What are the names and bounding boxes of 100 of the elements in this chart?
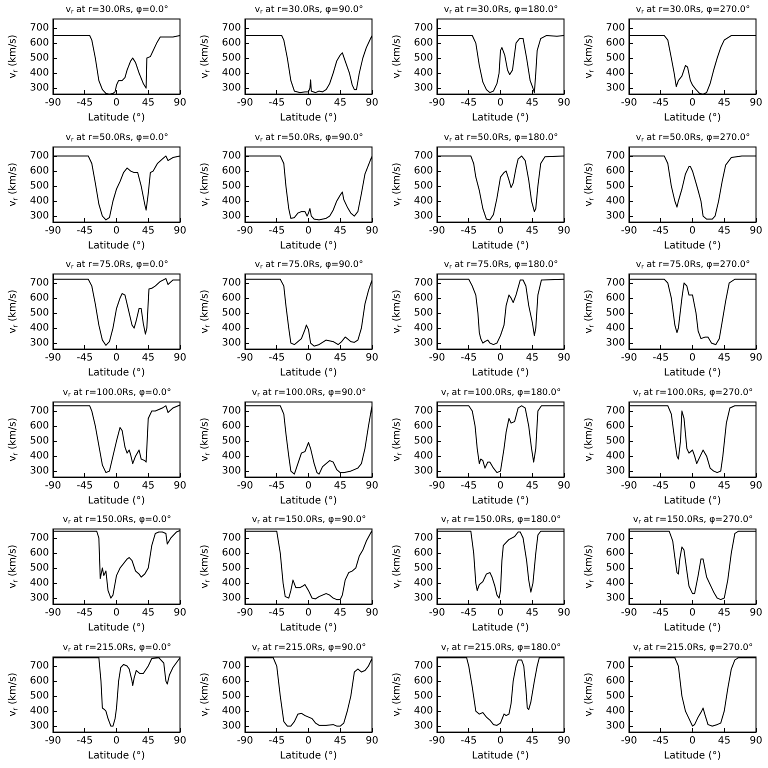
y-tick-label: 600 [606, 675, 625, 686]
y-tick-label: 600 [606, 420, 625, 432]
y-tick-label: 400 [606, 578, 625, 589]
x-axis-title: Latitude (°) [664, 240, 722, 251]
x-tick-label: -90 [44, 735, 62, 746]
y-tick-label: 500 [606, 690, 625, 702]
y-tick-label: 600 [606, 38, 625, 49]
y-tick-label: 300 [222, 338, 241, 349]
y-tick-label: 700 [414, 150, 433, 162]
x-tick-label: -90 [44, 352, 62, 364]
y-tick-label: 400 [222, 68, 241, 79]
x-tick-label: -45 [76, 225, 93, 236]
x-axis-title: Latitude (°) [472, 750, 530, 761]
x-tick-label: 90 [750, 352, 762, 364]
x-tick-label: -45 [652, 735, 669, 746]
x-tick-label: -90 [44, 480, 62, 492]
y-tick-label: 700 [30, 405, 49, 416]
y-tick-label: 300 [222, 82, 241, 94]
x-tick-label: 45 [718, 98, 731, 109]
y-tick-label: 600 [606, 548, 625, 559]
x-tick-label: 90 [174, 352, 186, 364]
x-tick-label: 45 [334, 480, 347, 492]
x-tick-label: 0 [689, 352, 696, 364]
x-tick-label: 90 [366, 98, 378, 109]
x-tick-label: 45 [142, 735, 155, 746]
x-tick-label: 0 [113, 352, 120, 364]
x-tick-label: -90 [620, 225, 638, 236]
x-tick-label: 45 [526, 98, 539, 109]
y-tick-label: 600 [30, 292, 49, 304]
x-tick-label: 0 [689, 98, 696, 109]
y-tick-label: 400 [606, 322, 625, 334]
x-tick-label: -90 [620, 608, 638, 619]
x-tick-label: 90 [366, 352, 378, 364]
y-tick-label: 600 [30, 548, 49, 559]
y-tick-label: 400 [606, 450, 625, 462]
x-axis-title: Latitude (°) [280, 240, 338, 251]
y-tick-label: 500 [30, 562, 49, 574]
y-tick-label: 700 [414, 405, 433, 416]
y-tick-label: 500 [30, 52, 49, 64]
x-tick-label: 0 [689, 735, 696, 746]
x-tick-label: 0 [305, 98, 312, 109]
y-tick-label: 500 [414, 690, 433, 702]
y-tick-label: 500 [222, 562, 241, 574]
y-tick-label: 300 [222, 720, 241, 732]
y-tick-label: 700 [606, 532, 625, 544]
y-tick-label: 400 [30, 195, 49, 206]
y-tick-label: 300 [414, 82, 433, 94]
y-tick-label: 400 [30, 578, 49, 589]
y-tick-label: 500 [606, 435, 625, 446]
y-tick-label: 600 [414, 548, 433, 559]
y-tick-label: 500 [414, 52, 433, 64]
x-tick-label: 90 [750, 225, 762, 236]
x-axis-title: Latitude (°) [88, 622, 146, 634]
x-tick-label: -45 [652, 352, 669, 364]
x-tick-label: -45 [268, 735, 285, 746]
x-axis-title: Latitude (°) [88, 112, 146, 124]
x-tick-label: -45 [268, 98, 285, 109]
y-tick-label: 700 [30, 532, 49, 544]
x-axis-title: Latitude (°) [664, 750, 722, 761]
x-tick-label: -90 [428, 608, 446, 619]
y-tick-label: 500 [414, 180, 433, 192]
y-tick-label: 400 [414, 68, 433, 79]
y-tick-label: 700 [222, 660, 241, 672]
y-tick-label: 300 [606, 592, 625, 604]
y-tick-label: 300 [30, 82, 49, 94]
x-tick-label: 0 [497, 735, 504, 746]
y-tick-label: 600 [30, 38, 49, 49]
y-tick-label: 600 [414, 38, 433, 49]
y-tick-label: 400 [414, 322, 433, 334]
x-tick-label: 90 [174, 98, 186, 109]
y-tick-label: 700 [414, 532, 433, 544]
x-tick-label: -90 [44, 608, 62, 619]
y-tick-label: 300 [606, 82, 625, 94]
x-tick-label: -90 [428, 98, 446, 109]
x-tick-label: 45 [718, 352, 731, 364]
y-tick-label: 700 [606, 150, 625, 162]
x-tick-label: 45 [718, 608, 731, 619]
y-tick-label: 700 [606, 660, 625, 672]
y-tick-label: 600 [30, 675, 49, 686]
x-axis-title: Latitude (°) [472, 495, 530, 506]
x-tick-label: 0 [497, 352, 504, 364]
y-tick-label: 600 [222, 165, 241, 176]
x-tick-label: -45 [460, 480, 477, 492]
x-axis-title: Latitude (°) [88, 750, 146, 761]
y-tick-label: 300 [606, 720, 625, 732]
y-tick-label: 400 [30, 450, 49, 462]
x-tick-label: 90 [558, 225, 570, 236]
line-series [436, 404, 564, 473]
y-tick-label: 300 [30, 210, 49, 222]
x-axis-title: Latitude (°) [472, 368, 530, 378]
y-tick-label: 500 [414, 562, 433, 574]
x-tick-label: 0 [689, 480, 696, 492]
y-tick-label: 500 [606, 180, 625, 192]
x-tick-label: -45 [76, 98, 93, 109]
y-tick-label: 600 [30, 165, 49, 176]
y-tick-label: 400 [414, 705, 433, 716]
x-tick-label: 90 [750, 480, 762, 492]
x-tick-label: 90 [558, 608, 570, 619]
y-tick-label: 500 [606, 562, 625, 574]
y-tick-label: 400 [30, 322, 49, 334]
